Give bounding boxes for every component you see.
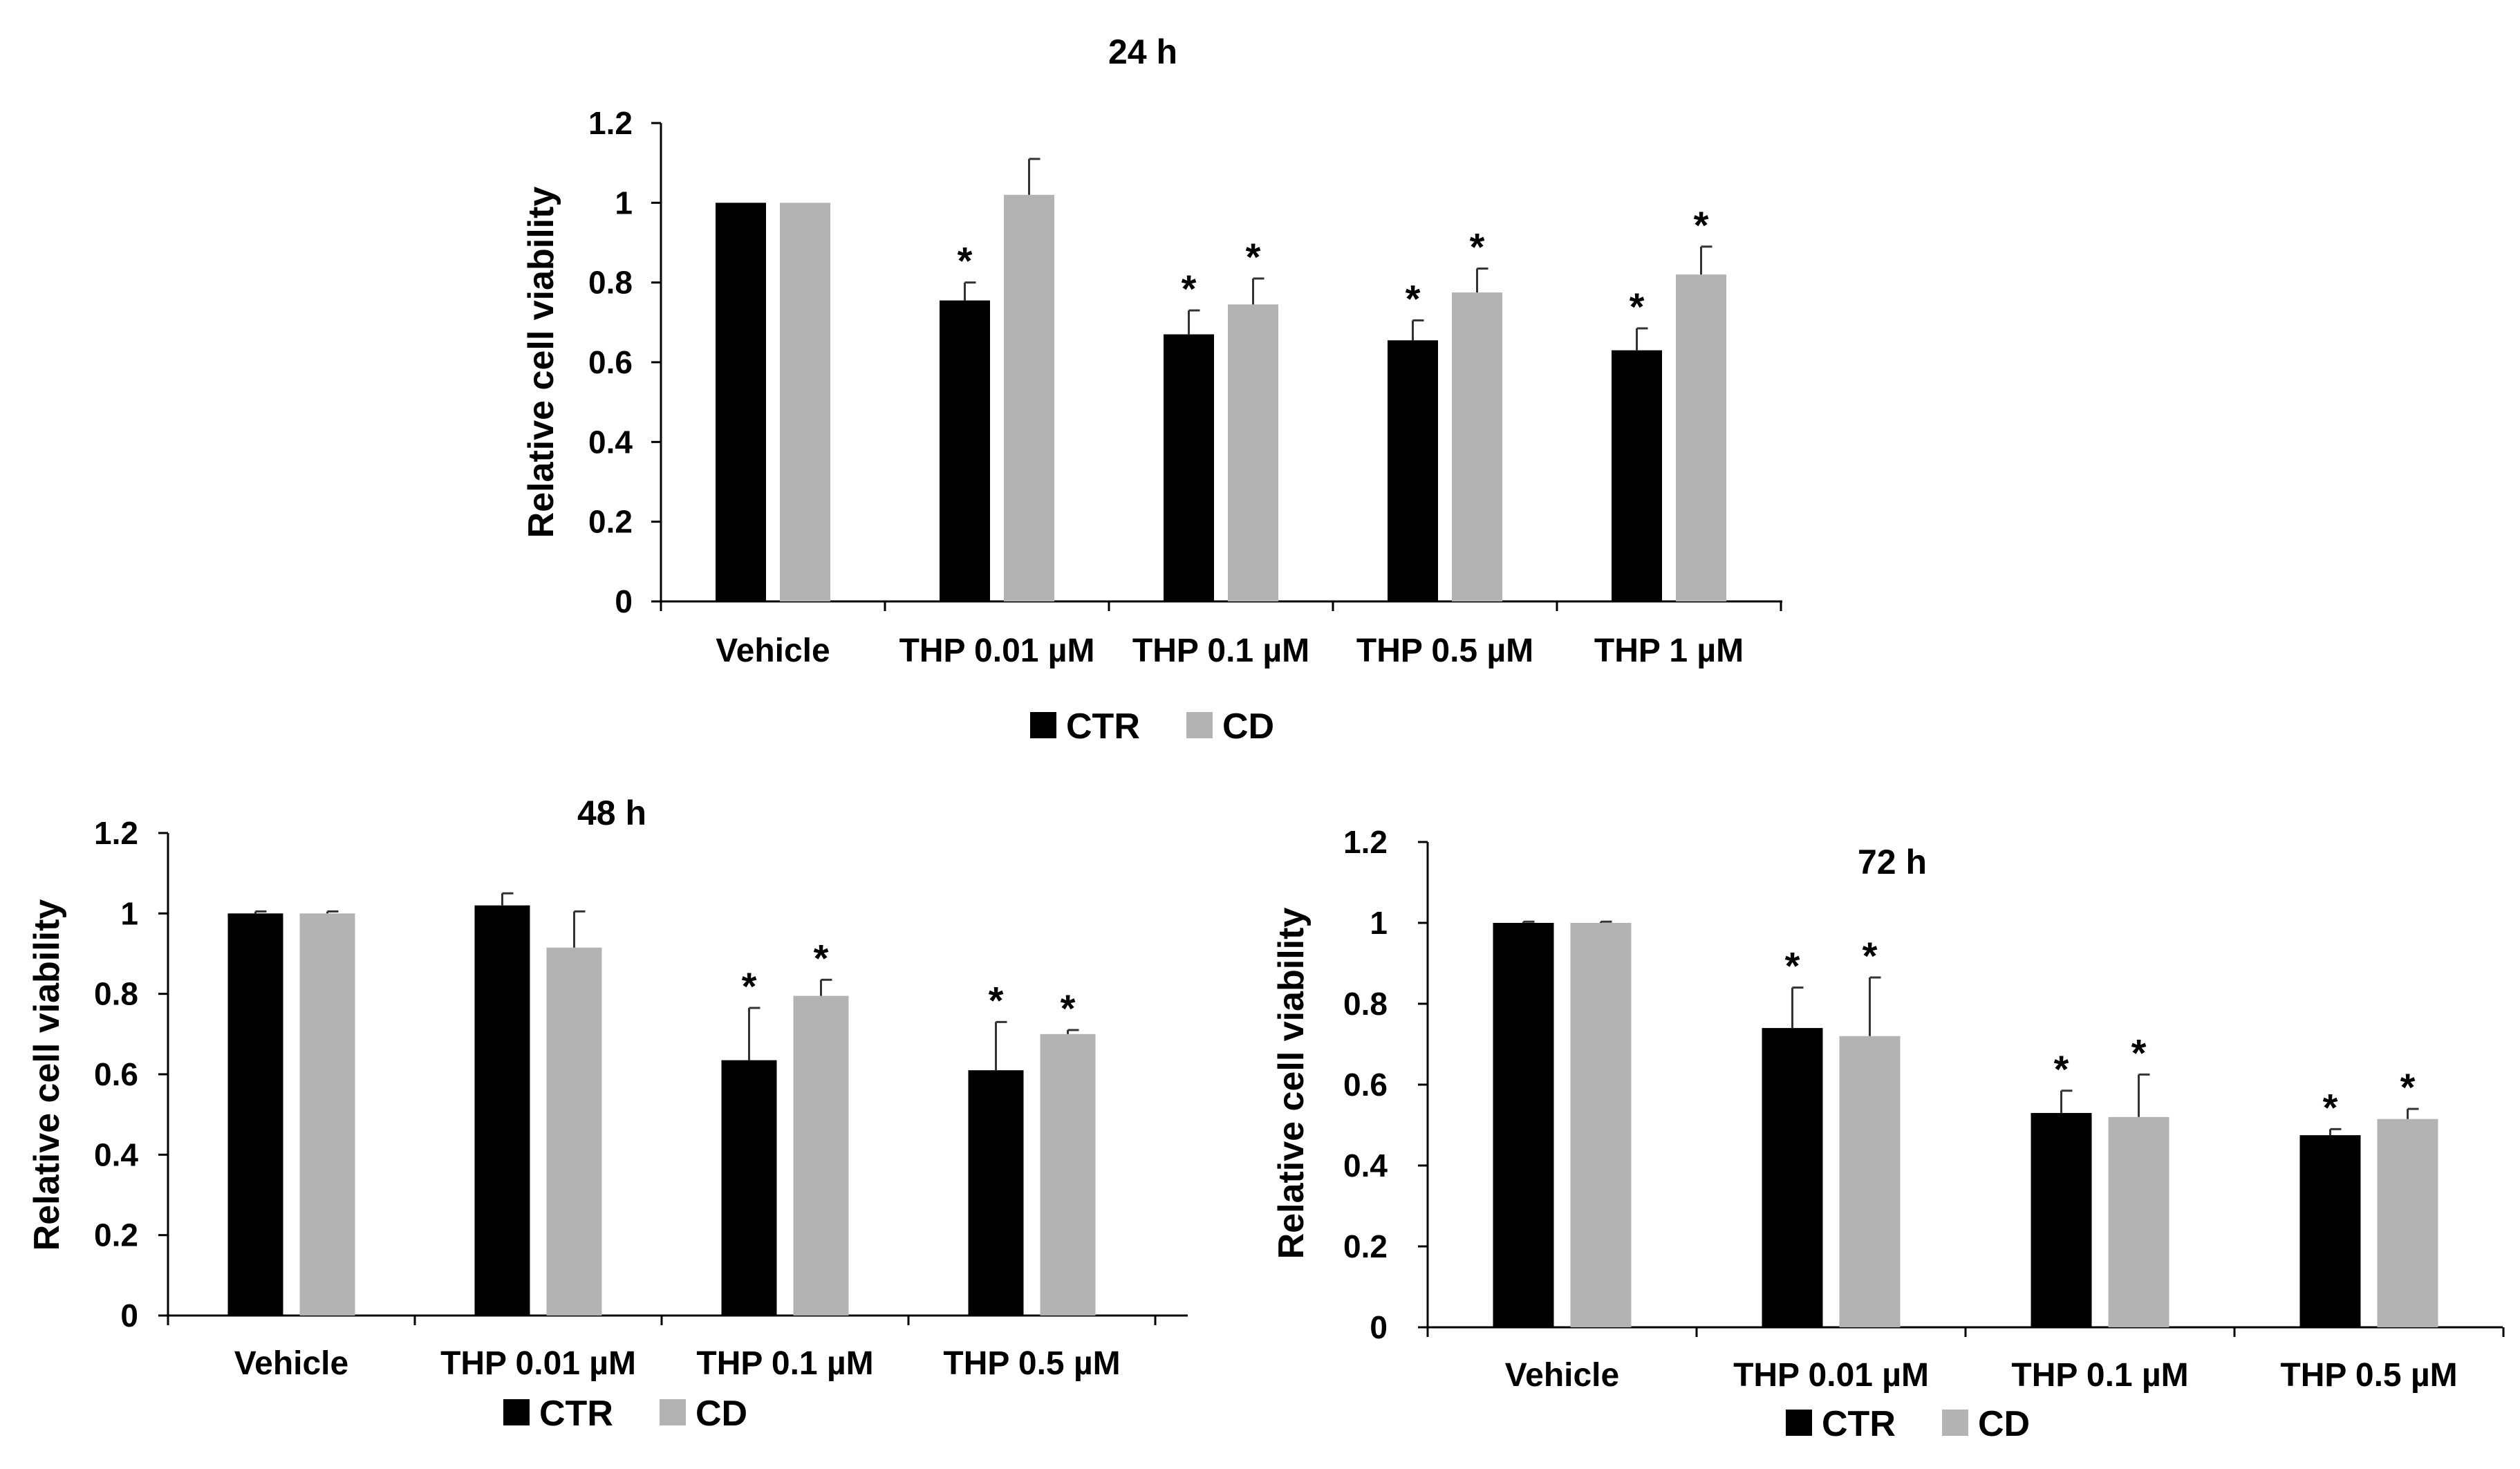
category-label: THP 1 µM <box>1594 633 1744 669</box>
bar-ctr <box>1493 923 1554 1327</box>
y-tick-label: 0.6 <box>588 344 633 380</box>
y-tick-label: 0.8 <box>588 265 633 301</box>
y-tick-label: 1.2 <box>588 105 633 141</box>
chart-title: 48 h <box>577 794 646 832</box>
y-tick-label: 1.2 <box>1343 824 1388 860</box>
y-tick-label: 0.6 <box>1343 1067 1388 1103</box>
significance-marker: * <box>1694 203 1709 247</box>
legend-swatch-ctr <box>503 1399 530 1425</box>
legend-swatch-ctr <box>1030 712 1056 738</box>
bar-cd <box>1570 923 1632 1327</box>
bar-cd <box>1676 274 1726 601</box>
bar-ctr <box>2299 1135 2361 1327</box>
legend-label-ctr: CTR <box>539 1394 613 1434</box>
chart-panel-0: 24 h Relative cell viability 0 0.2 0.4 0.6 0.8… <box>521 32 1782 747</box>
significance-marker: * <box>2054 1047 2069 1091</box>
y-tick-label: 0.2 <box>94 1217 138 1253</box>
category-label: THP 0.01 µM <box>1733 1357 1929 1394</box>
bar-cd <box>546 947 602 1316</box>
y-tick-label: 0.2 <box>588 504 633 540</box>
y-tick-label: 0.4 <box>94 1136 138 1172</box>
significance-marker: * <box>814 936 829 980</box>
category-label: Vehicle <box>716 633 830 669</box>
chart-panel-2: 72 h Relative cell viability 0 0.2 0.4 0.6 0.8… <box>1271 824 2505 1444</box>
significance-marker: * <box>2131 1031 2147 1074</box>
bar-ctr <box>474 905 530 1316</box>
bar-cd <box>1839 1036 1901 1327</box>
y-tick-label: 1 <box>615 185 633 221</box>
bar-ctr <box>1164 334 1214 601</box>
significance-marker: * <box>1630 285 1645 328</box>
category-label: THP 0.01 µM <box>899 633 1095 669</box>
y-tick-label: 0 <box>120 1298 138 1334</box>
significance-marker: * <box>1182 267 1197 310</box>
legend-swatch-cd <box>1186 712 1213 738</box>
y-tick-label: 0.8 <box>94 976 138 1012</box>
legend-label-ctr: CTR <box>1066 707 1140 747</box>
y-axis-label: Relative cell viability <box>521 187 561 539</box>
y-tick-label: 0.4 <box>1343 1148 1388 1183</box>
significance-marker: * <box>1863 934 1878 977</box>
bar-ctr <box>1762 1028 1823 1327</box>
bar-cd <box>1004 194 1054 601</box>
legend-label-cd: CD <box>696 1394 747 1434</box>
y-tick-label: 0 <box>1370 1309 1388 1345</box>
bar-ctr <box>721 1060 777 1316</box>
bar-cd <box>780 203 830 601</box>
legend-swatch-cd <box>1942 1410 1968 1436</box>
significance-marker: * <box>2323 1085 2338 1129</box>
legend-label-cd: CD <box>1222 707 1274 747</box>
significance-marker: * <box>1406 277 1421 320</box>
category-label: Vehicle <box>1505 1357 1619 1394</box>
bar-cd <box>1040 1033 1096 1316</box>
category-label: THP 0.1 µM <box>1132 633 1309 669</box>
significance-marker: * <box>989 978 1004 1022</box>
bar-ctr <box>968 1070 1024 1316</box>
bar-ctr <box>2031 1112 2092 1327</box>
category-label: THP 0.5 µM <box>1356 633 1533 669</box>
bar-cd <box>299 913 355 1316</box>
bar-cd <box>2377 1119 2438 1327</box>
bar-cd <box>2108 1116 2169 1327</box>
bar-ctr <box>940 300 990 601</box>
significance-marker: * <box>1470 225 1485 268</box>
y-tick-label: 0.6 <box>94 1056 138 1092</box>
bar-cd <box>1228 304 1278 601</box>
y-tick-label: 0.2 <box>1343 1228 1388 1264</box>
category-label: THP 0.5 µM <box>943 1345 1120 1382</box>
legend-label-cd: CD <box>1978 1404 2030 1444</box>
chart-panel-1: 48 h Relative cell viability 0 0.2 0.4 0.6 0.8… <box>27 794 1188 1434</box>
significance-marker: * <box>742 964 757 1008</box>
y-axis-label: Relative cell viability <box>1271 908 1312 1260</box>
y-tick-label: 1.2 <box>94 815 138 851</box>
category-label: Vehicle <box>234 1345 348 1382</box>
y-tick-label: 0.8 <box>1343 986 1388 1022</box>
significance-marker: * <box>1785 944 1800 988</box>
significance-marker: * <box>2400 1065 2416 1109</box>
y-tick-label: 0 <box>615 583 633 619</box>
y-tick-label: 1 <box>120 895 138 931</box>
significance-marker: * <box>1246 235 1261 279</box>
bar-ctr <box>227 913 283 1316</box>
chart-title: 72 h <box>1858 843 1927 881</box>
legend-swatch-cd <box>660 1399 686 1425</box>
bar-cd <box>793 995 849 1316</box>
y-axis-label: Relative cell viability <box>27 899 67 1251</box>
legend-label-ctr: CTR <box>1822 1404 1896 1444</box>
significance-marker: * <box>1061 986 1076 1030</box>
chart-title: 24 h <box>1108 32 1177 71</box>
bar-cd <box>1452 292 1502 601</box>
category-label: THP 0.1 µM <box>2011 1357 2188 1394</box>
significance-marker: * <box>958 239 973 283</box>
bar-ctr <box>716 203 766 601</box>
category-label: THP 0.1 µM <box>696 1345 873 1382</box>
bar-ctr <box>1612 350 1662 601</box>
category-label: THP 0.5 µM <box>2280 1357 2457 1394</box>
bar-ctr <box>1388 340 1438 601</box>
y-tick-label: 0.4 <box>588 424 633 460</box>
category-label: THP 0.01 µM <box>440 1345 636 1382</box>
legend-swatch-ctr <box>1786 1410 1812 1436</box>
y-tick-label: 1 <box>1370 905 1388 941</box>
